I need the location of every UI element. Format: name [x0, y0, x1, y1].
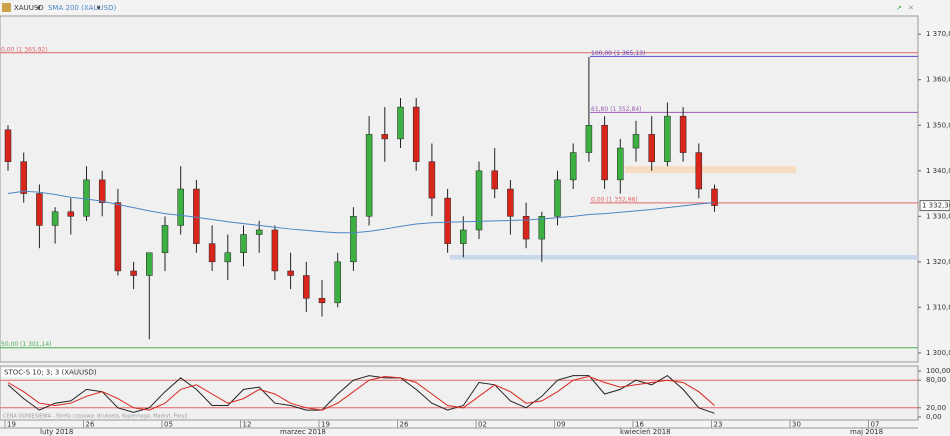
candle-body — [711, 188, 718, 206]
candle-body — [224, 252, 232, 263]
candle-body — [303, 275, 310, 299]
y-tick-label: 1 370,00 — [926, 30, 950, 38]
candle-body — [679, 115, 687, 153]
candle-body — [146, 252, 153, 276]
dropdown-arrow[interactable]: ▾ — [97, 4, 101, 12]
candle-body — [460, 229, 467, 244]
candle-body — [4, 129, 12, 162]
candle-body — [208, 243, 216, 263]
x-tick-label: 16 — [635, 421, 644, 429]
candle-body — [20, 161, 27, 194]
y-tick-label: 1 310,00 — [926, 303, 950, 311]
stoch-title-bg — [2, 368, 72, 377]
candle-body — [617, 147, 624, 181]
stoch-line — [7, 375, 715, 411]
dropdown-arrow[interactable]: ▾ — [37, 4, 41, 12]
fib-label: 100,00 (1 365,13) — [591, 50, 645, 57]
candle-body — [161, 225, 169, 253]
candle-body — [397, 106, 404, 140]
y-tick-label: 1 360,00 — [926, 76, 950, 84]
x-tick-label: 19 — [321, 421, 330, 429]
candle-body — [569, 152, 577, 181]
candle-body — [648, 134, 655, 162]
last-price-label: 1 332,36 — [922, 202, 950, 210]
candle-body — [381, 134, 389, 140]
candle-body — [318, 298, 326, 304]
candle-body — [554, 179, 561, 217]
last-price-box — [919, 200, 950, 212]
x-tick-label: 23 — [714, 421, 723, 429]
symbol-icon — [2, 3, 11, 12]
stoch-line — [7, 374, 715, 414]
candle-body — [507, 188, 514, 217]
y-tick-label: 1 330,00 — [926, 212, 950, 220]
candle-body — [475, 170, 483, 231]
candle-body — [664, 115, 671, 162]
close[interactable]: ✕ — [908, 4, 914, 12]
candle-body — [601, 125, 608, 181]
y-tick-label: 20,00 — [926, 404, 946, 412]
candle-body — [36, 193, 43, 226]
y-tick-label: 1 340,00 — [926, 167, 950, 175]
watermark: CENA ODNIESIENIA - Strefa czasowa: Bruks… — [3, 414, 188, 420]
x-tick-label: 26 — [400, 421, 409, 429]
candle-body — [585, 125, 593, 153]
stoch-panel — [0, 365, 919, 421]
x-tick-label: 26 — [86, 421, 95, 429]
candle-body — [334, 261, 341, 304]
candle-body — [491, 170, 498, 190]
fib-label: 61,80 (1 352,84) — [591, 106, 641, 113]
x-tick-label: 07 — [871, 421, 880, 429]
x-tick-label: 12 — [243, 421, 252, 429]
draw-tool[interactable]: ↗ — [896, 4, 902, 12]
y-tick-label: 100,00 — [926, 367, 950, 375]
y-tick-label: 1 300,00 — [926, 349, 950, 357]
candle-body — [51, 211, 59, 226]
candle-body — [412, 106, 420, 162]
candle-body — [444, 197, 451, 244]
candle-body — [695, 152, 703, 190]
candle-body — [98, 179, 106, 203]
fib-label: 0,00 (1 332,96) — [591, 196, 638, 203]
y-tick-label: 1 320,00 — [926, 258, 950, 266]
candle-body — [240, 234, 247, 253]
candle-body — [522, 216, 530, 240]
month-label: luty 2018 — [40, 428, 73, 436]
zone — [625, 166, 796, 174]
y-tick-label: 1 350,00 — [926, 121, 950, 129]
stoch-title: STOC-S 10; 3; 3 (XAUUSD) — [4, 369, 97, 377]
candle-body — [67, 211, 75, 217]
candle-body — [83, 179, 90, 217]
indicator[interactable]: SMA 200 (XAUUSD) — [48, 4, 116, 12]
candle-body — [177, 188, 184, 226]
candle-body — [538, 216, 546, 240]
candle-body — [350, 216, 357, 263]
y-tick-label: 0,00 — [926, 413, 942, 421]
zone — [450, 255, 918, 260]
fib-label: 50,00 (1 301,14) — [1, 341, 51, 348]
month-label: marzec 2018 — [280, 428, 326, 436]
x-tick-label: 02 — [478, 421, 487, 429]
candle-body — [287, 270, 294, 276]
sma-line — [7, 190, 715, 234]
x-tick-label: 09 — [557, 421, 566, 429]
x-tick-label: 05 — [164, 421, 173, 429]
x-tick-label: 30 — [792, 421, 801, 429]
x-tick-label: 19 — [7, 421, 16, 429]
fib-label: 0,00 (1 365,92) — [1, 46, 48, 53]
candle-body — [130, 270, 137, 276]
month-label: kwiecień 2018 — [620, 428, 671, 436]
candle-body — [193, 188, 200, 244]
candle-body — [255, 229, 263, 235]
candle-body — [428, 161, 436, 199]
main-panel — [0, 15, 919, 363]
month-label: maj 2018 — [850, 428, 883, 436]
candle-body — [114, 202, 122, 272]
y-tick-label: 80,00 — [926, 376, 946, 384]
candle-body — [365, 134, 373, 217]
candle-body — [271, 229, 279, 272]
candle-body — [632, 134, 640, 149]
symbol[interactable]: XAUUSD — [14, 4, 44, 12]
